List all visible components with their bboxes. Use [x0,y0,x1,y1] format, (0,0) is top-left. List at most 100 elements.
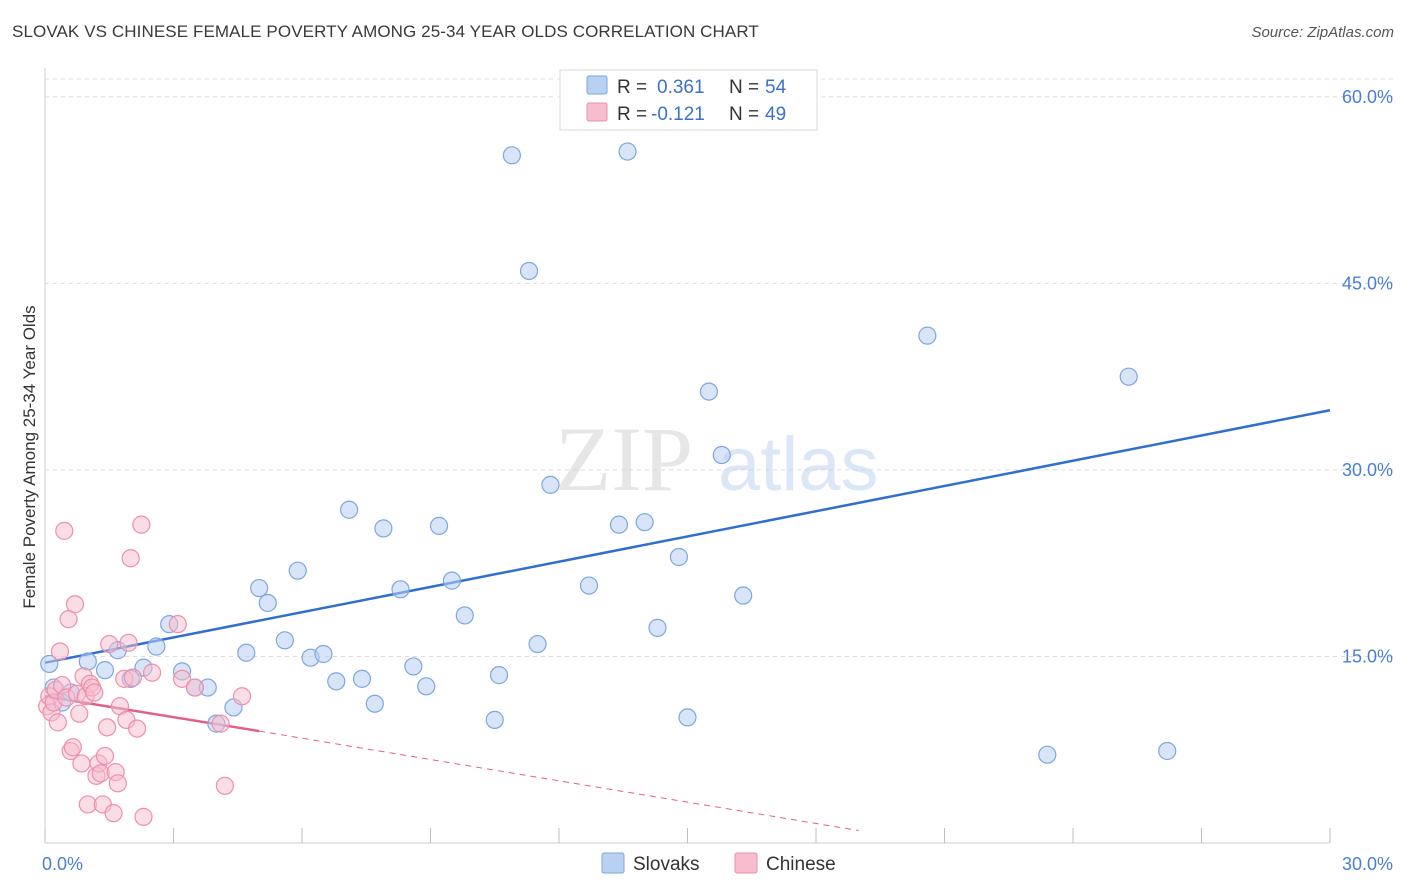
chinese-point [121,549,140,568]
slovak-point [678,708,697,727]
slovak-point [40,654,59,674]
chinese-point [211,714,230,733]
legend-r-value-chinese: -0.121 [651,104,705,125]
slovak-point [429,516,449,535]
slovak-point [734,586,753,605]
chinese-point [123,668,142,687]
chinese-point [50,642,70,661]
y-tick-label: 45.0% [1342,273,1393,293]
legend-n-label-chinese: N = [729,104,759,125]
slovak-point [258,593,277,613]
source-label: Source: ZipAtlas.com [1251,24,1394,41]
legend-swatch-chinese [586,102,608,122]
chinese-point [168,615,187,634]
slovak-point [1038,745,1057,764]
slovak-point [918,326,937,345]
legend-swatch-slovak [586,75,608,95]
chinese-point [232,687,252,706]
chinese-point [127,719,147,738]
chinese-point [134,807,153,826]
chinese-point [100,634,119,654]
series-legend: Slovaks Chinese [601,852,836,875]
slovak-point [519,261,539,281]
bottom-swatch-chinese [734,852,758,874]
slovak-point [78,652,97,671]
chinese-point [48,713,67,732]
chinese-point [85,683,104,702]
slovak-point [712,445,731,465]
slovak-point [365,694,384,713]
chinese-point [119,633,138,652]
bottom-legend-slovaks: Slovaks [633,854,700,875]
slovak-point [528,634,547,654]
slovak-point [502,146,521,165]
x-tick-labels: 0.0% 30.0% [42,854,1393,874]
x-tick-label: 0.0% [42,854,83,874]
slovak-point [417,677,436,696]
slovak-point [579,576,599,595]
legend-r-label-slovak: R = [617,77,647,98]
gridlines [45,78,1393,657]
slovak-point [340,500,359,519]
watermark: ZIP atlas [555,408,879,510]
chinese-point [55,521,74,540]
slovak-point [314,644,333,664]
y-tick-label: 60.0% [1342,87,1393,107]
legend-r-label-chinese: R = [617,104,647,125]
slovak-point [275,631,294,650]
chinese-point [65,595,85,614]
slovak-point [455,606,474,625]
x-tick-label: 30.0% [1342,854,1393,874]
slovak-point [95,661,115,680]
chinese-point [91,764,110,783]
slovak-point [648,618,667,637]
slovak-point [1119,367,1138,386]
slovak-point [404,657,423,676]
chinese-point [108,774,127,793]
y-tick-label: 30.0% [1342,460,1393,480]
slovak-point [485,710,504,729]
chinese-point [72,754,91,773]
chinese-point [98,718,117,737]
y-tick-labels: 15.0% 30.0% 45.0% 60.0% [1342,87,1393,667]
slovak-point [374,519,393,538]
chinese-point [215,776,234,795]
chinese-point [172,669,192,688]
slovak-point [635,513,654,532]
watermark-zip: ZIP [555,408,693,510]
chinese-points [38,515,252,826]
slovak-point [237,643,256,662]
chinese-point [70,704,89,723]
stats-legend: R = 0.361 N = 54 R = -0.121 N = 49 [559,69,818,131]
slovak-point [669,547,689,567]
slovak-point [250,578,269,598]
slovak-point [618,142,637,161]
legend-r-value-slovak: 0.361 [657,77,705,98]
chinese-point [185,678,205,697]
chinese-point [63,738,82,757]
chinese-point [132,515,151,534]
chinese-point [95,746,115,766]
y-axis-title: Female Poverty Among 25-34 Year Olds [20,305,39,608]
legend-n-label-slovak: N = [729,77,759,98]
bottom-legend-chinese: Chinese [766,854,836,875]
trend-line-slovaks [44,409,1331,664]
y-tick-label: 15.0% [1342,646,1393,666]
slovak-point [352,669,372,688]
legend-n-value-slovak: 54 [765,77,787,98]
slovak-point [442,571,462,590]
trend-line-chinese-extension [259,730,859,832]
slovak-point [147,637,166,656]
bottom-swatch-slovak [601,852,625,874]
chart-title: SLOVAK VS CHINESE FEMALE POVERTY AMONG 2… [12,22,759,41]
chinese-point [104,804,123,823]
chinese-point [142,663,162,682]
slovak-point [609,515,629,534]
slovak-point [288,561,307,580]
watermark-atlas: atlas [718,422,879,507]
slovak-point [327,672,346,691]
legend-n-value-chinese: 49 [765,104,786,125]
slovak-point [1158,741,1177,761]
slovak-point [489,666,509,685]
